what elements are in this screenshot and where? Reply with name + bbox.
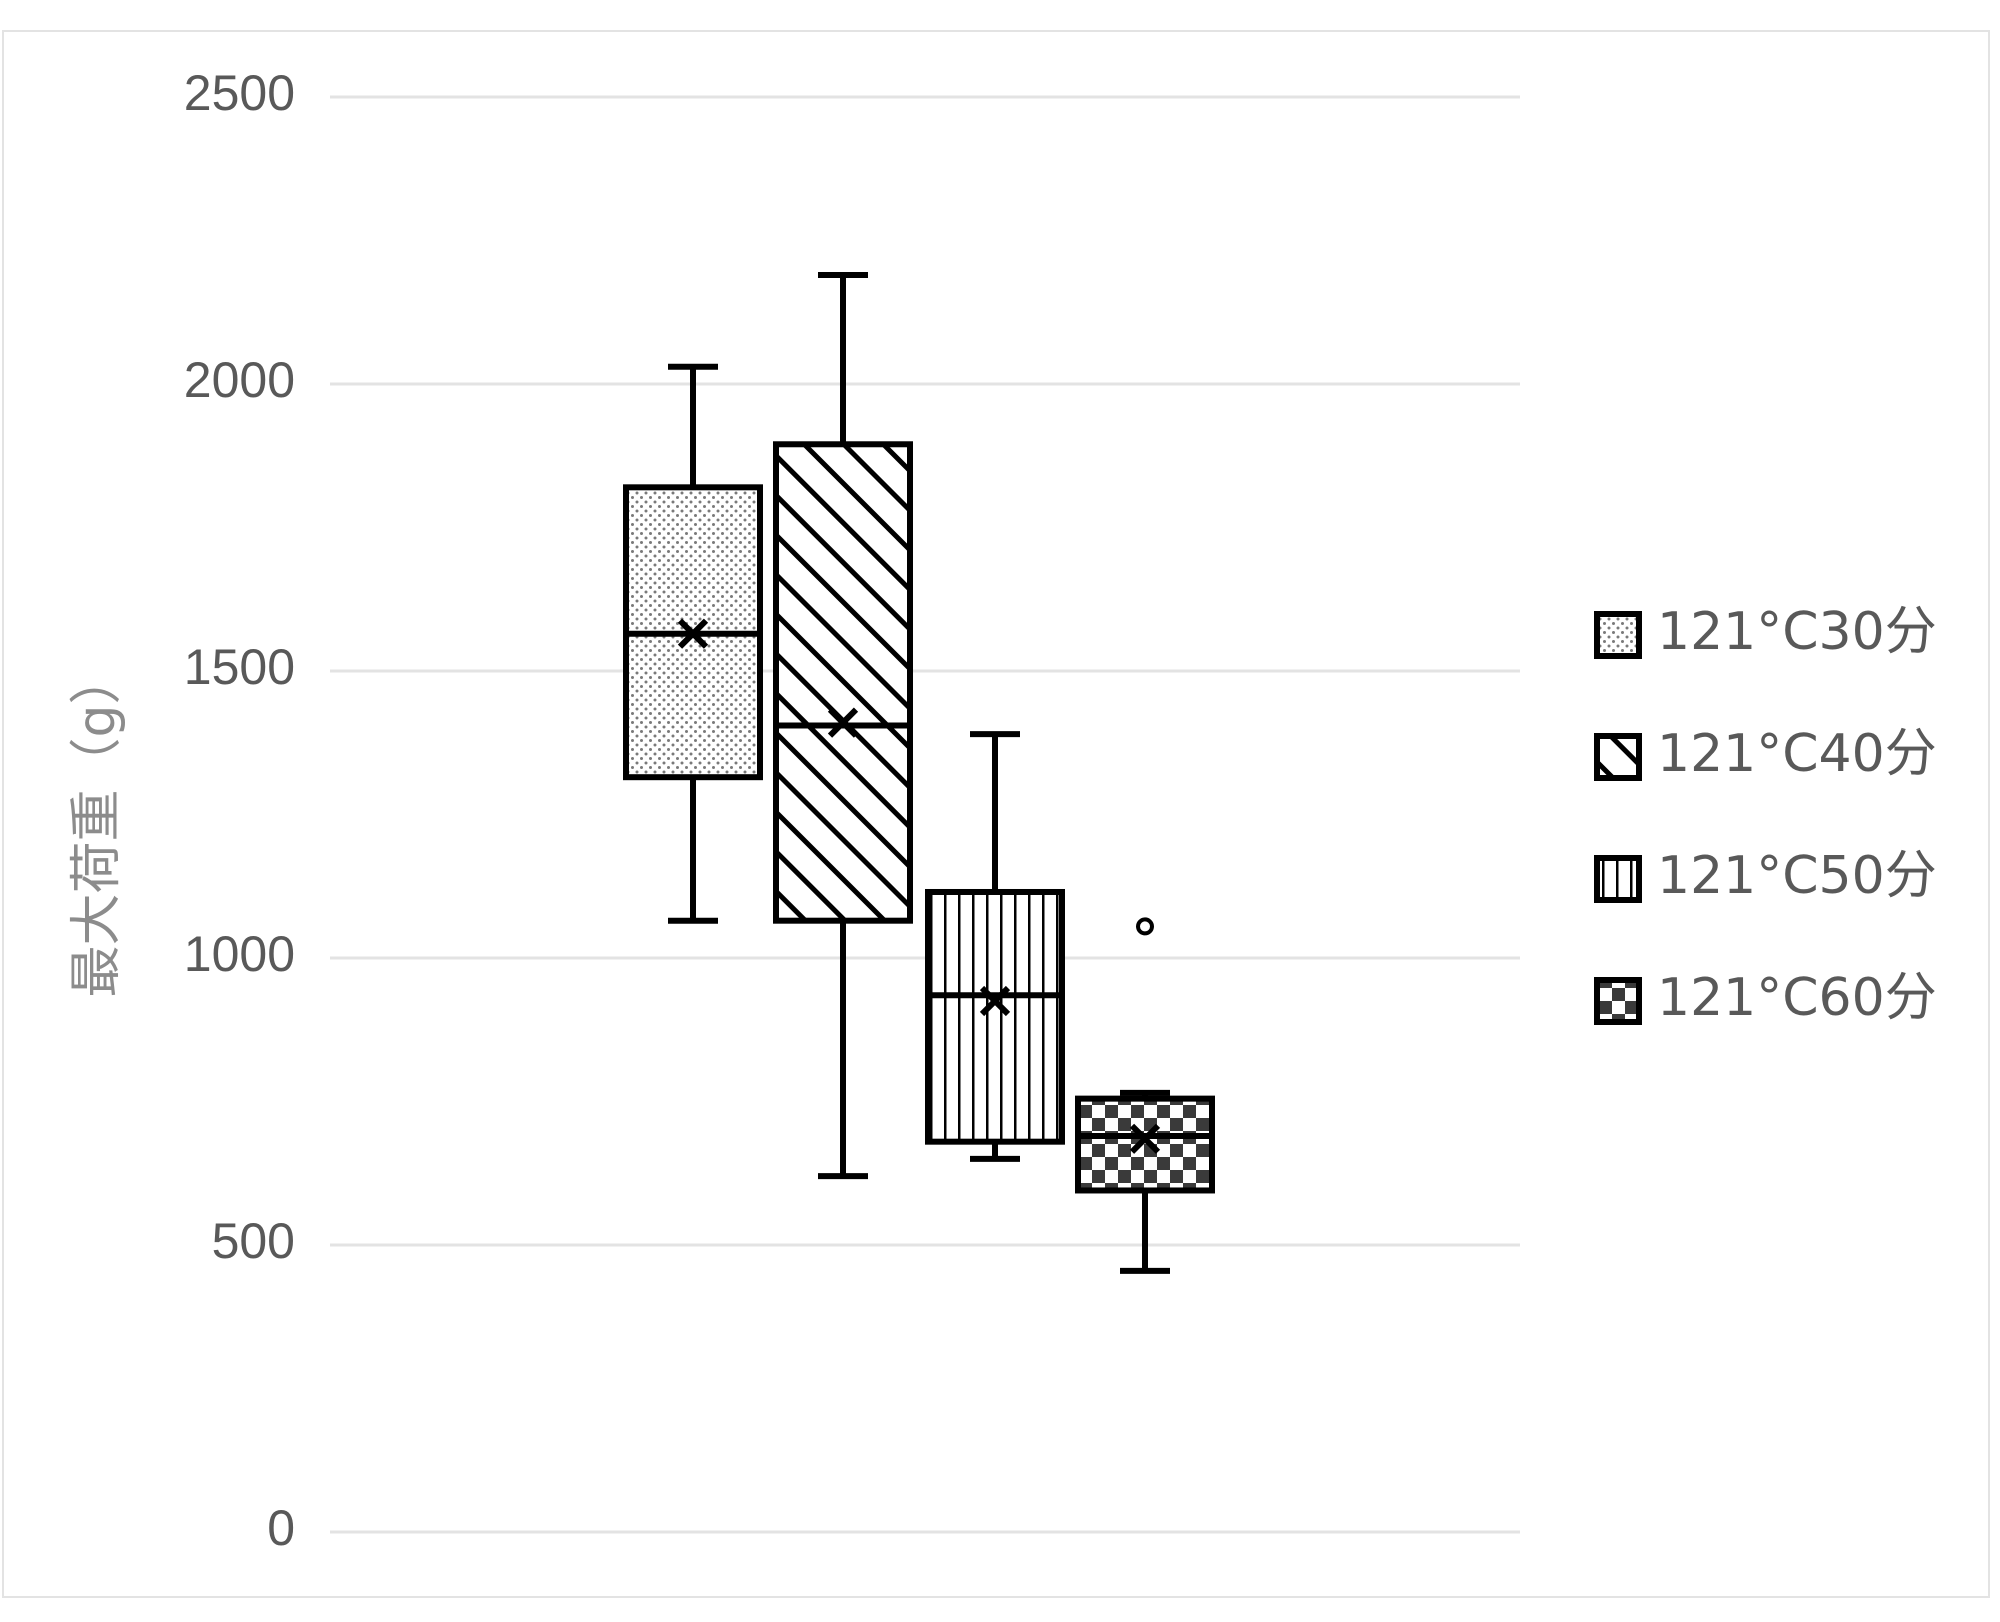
y-axis-title: 最大荷重（g） bbox=[67, 652, 127, 997]
legend-label: 121°C60分 bbox=[1657, 968, 1937, 1028]
y-tick-label: 1500 bbox=[184, 639, 295, 695]
mean-marker bbox=[677, 618, 709, 649]
legend-item: 121°C60分 bbox=[1594, 968, 1937, 1028]
legend: 121°C30分 121°C40分 121°C50分 121°C60分 bbox=[1594, 602, 1937, 1028]
legend-swatch bbox=[1594, 611, 1642, 659]
box-group bbox=[925, 731, 1065, 1162]
legend-label: 121°C30分 bbox=[1657, 602, 1937, 662]
legend-swatch bbox=[1594, 733, 1642, 781]
box-group bbox=[773, 271, 913, 1180]
box-group bbox=[623, 363, 763, 924]
mean-marker bbox=[1129, 1123, 1161, 1154]
box-group bbox=[1075, 917, 1215, 1274]
box bbox=[773, 441, 913, 924]
mean-marker bbox=[979, 985, 1011, 1017]
legend-item: 121°C30分 bbox=[1594, 602, 1937, 662]
gridlines bbox=[330, 95, 1520, 1534]
legend-label: 121°C50分 bbox=[1657, 846, 1937, 906]
y-tick-label: 2000 bbox=[184, 352, 295, 408]
box bbox=[925, 888, 1065, 1145]
legend-swatch bbox=[1594, 855, 1642, 903]
y-tick-label: 0 bbox=[267, 1500, 295, 1556]
legend-item: 121°C50分 bbox=[1594, 846, 1937, 906]
y-tick-label: 500 bbox=[212, 1213, 295, 1269]
legend-swatch bbox=[1594, 977, 1642, 1025]
outlier-point bbox=[1136, 917, 1154, 936]
y-axis-ticks: 0 500 1000 1500 2000 2500 bbox=[184, 65, 295, 1556]
box bbox=[1075, 1095, 1215, 1194]
legend-item: 121°C40分 bbox=[1594, 724, 1937, 784]
boxes bbox=[623, 271, 1215, 1274]
y-tick-label: 2500 bbox=[184, 65, 295, 121]
legend-label: 121°C40分 bbox=[1657, 724, 1937, 784]
y-tick-label: 1000 bbox=[184, 926, 295, 982]
mean-marker bbox=[827, 707, 859, 738]
